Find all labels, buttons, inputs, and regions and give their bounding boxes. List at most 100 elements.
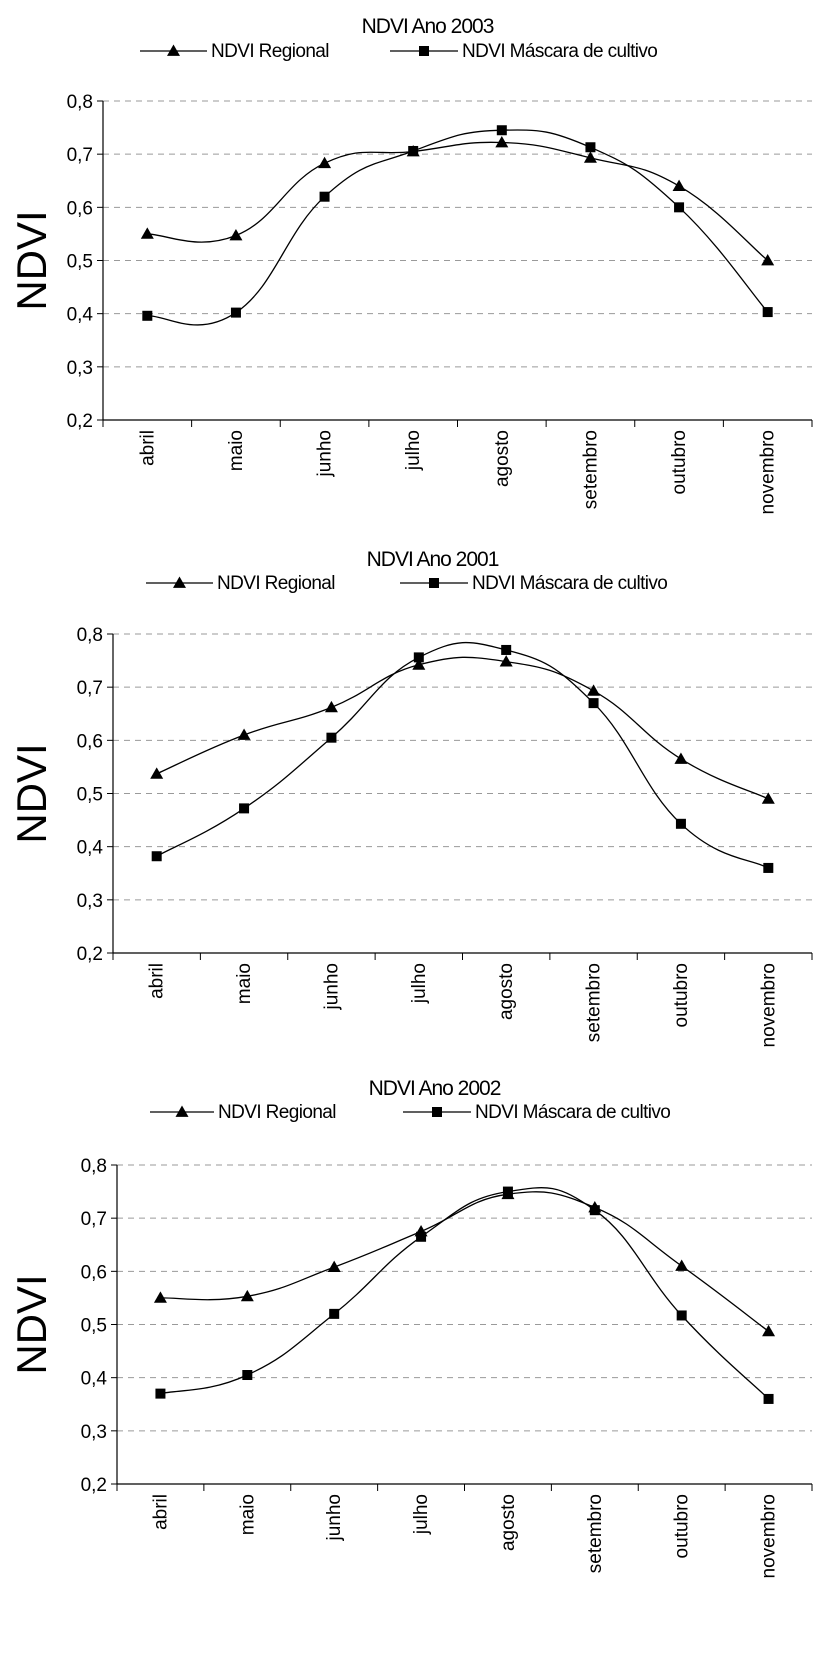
series-line — [160, 1191, 769, 1332]
data-point — [242, 1370, 253, 1381]
series-2 — [142, 125, 773, 326]
y-tick-label: 0,4 — [81, 1369, 108, 1390]
x-tick-label: novembro — [758, 430, 779, 515]
x-tick-label: setembro — [585, 1494, 606, 1573]
legend-marker-square — [432, 1107, 442, 1117]
data-point — [327, 1260, 341, 1272]
chart-title: NDVI Ano 2003 — [362, 15, 494, 38]
data-point — [495, 135, 509, 148]
x-tick-label: agosto — [496, 963, 517, 1020]
data-point — [151, 851, 162, 862]
x-tick-label: abril — [147, 963, 168, 999]
y-tick-label: 0,2 — [81, 1475, 107, 1496]
y-tick-label: 0,4 — [67, 305, 94, 326]
y-tick-label: 0,5 — [77, 785, 103, 806]
y-tick-label: 0,3 — [67, 358, 93, 379]
y-tick-label: 0,3 — [81, 1422, 107, 1443]
data-point — [762, 307, 773, 318]
data-point — [412, 658, 426, 670]
data-point — [762, 1324, 776, 1337]
data-point — [326, 732, 337, 743]
legend-item-2: NDVI Máscara de cultivo — [403, 1102, 671, 1123]
data-point — [140, 227, 154, 239]
y-tick-label: 0,7 — [77, 678, 103, 699]
x-tick-label: maio — [226, 430, 247, 471]
data-point — [583, 151, 597, 163]
data-point — [674, 752, 688, 764]
data-point — [239, 803, 250, 814]
data-point — [763, 1393, 774, 1404]
legend-item-1: NDVI Regional — [146, 573, 335, 594]
data-point — [155, 1388, 166, 1399]
series-1 — [140, 135, 775, 266]
chart-title: NDVI Ano 2001 — [367, 548, 499, 571]
data-point — [237, 728, 251, 740]
legend-label: NDVI Máscara de cultivo — [475, 1102, 670, 1123]
legend-item-2: NDVI Máscara de cultivo — [390, 41, 658, 62]
x-tick-label: abril — [137, 430, 158, 466]
series-line — [160, 1187, 770, 1400]
data-point — [240, 1289, 254, 1302]
legend-marker-square — [429, 578, 439, 588]
y-axis-label: NDVI — [8, 743, 55, 843]
data-point — [416, 1231, 427, 1242]
legend-item-1: NDVI Regional — [150, 1102, 336, 1123]
legend: NDVI Regional NDVI Máscara de cultivo — [140, 41, 658, 62]
y-tick-label: 0,8 — [67, 92, 93, 113]
y-tick-label: 0,2 — [67, 411, 93, 432]
series-line — [147, 129, 769, 326]
legend-label: NDVI Regional — [211, 41, 329, 62]
x-tick-label: julho — [403, 430, 424, 471]
x-tick-label: agosto — [498, 1494, 519, 1551]
x-tick-label: julho — [411, 1494, 432, 1535]
data-point — [676, 1310, 687, 1321]
y-tick-label: 0,5 — [81, 1316, 107, 1337]
data-point — [672, 179, 686, 191]
data-point — [153, 1291, 167, 1303]
series-line — [147, 141, 769, 261]
series-1 — [150, 655, 775, 804]
x-tick-label: setembro — [580, 430, 601, 509]
x-tick-label: maio — [234, 963, 255, 1004]
data-point — [318, 156, 332, 169]
y-tick-label: 0,7 — [67, 145, 93, 166]
x-tick-label: outubro — [672, 1494, 693, 1558]
data-point — [761, 254, 775, 266]
data-point — [674, 202, 685, 213]
data-point — [408, 145, 419, 156]
series-line — [156, 642, 769, 869]
data-point — [501, 644, 512, 655]
series-2 — [151, 642, 774, 873]
x-tick-label: outubro — [669, 430, 690, 494]
x-tick-label: agosto — [492, 430, 513, 487]
legend-label: NDVI Máscara de cultivo — [462, 41, 657, 62]
data-point — [230, 307, 241, 318]
data-point — [589, 1205, 600, 1216]
legend-item-1: NDVI Regional — [140, 41, 329, 62]
data-point — [150, 767, 164, 779]
x-tick-label: abril — [150, 1494, 171, 1530]
legend-marker-triangle — [175, 1105, 189, 1117]
y-tick-label: 0,6 — [81, 1262, 107, 1283]
y-tick-label: 0,2 — [77, 944, 103, 965]
data-point — [675, 818, 686, 829]
legend-marker-square — [419, 46, 429, 56]
x-tick-label: junho — [324, 1494, 345, 1542]
data-point — [675, 1259, 689, 1271]
chart-panel-2: NDVI Ano 2001 NDVI Regional NDVI Máscara d… — [8, 548, 813, 1048]
x-tick-label: setembro — [584, 963, 605, 1042]
data-point — [588, 698, 599, 709]
legend-marker-triangle — [173, 576, 186, 588]
chart-title: NDVI Ano 2002 — [369, 1077, 501, 1100]
legend: NDVI Regional NDVI Máscara de cultivo — [146, 573, 668, 594]
y-tick-label: 0,8 — [81, 1156, 107, 1177]
data-point — [142, 310, 153, 321]
x-tick-label: julho — [409, 963, 430, 1004]
data-point — [763, 862, 774, 873]
y-tick-label: 0,3 — [77, 891, 103, 912]
legend-label: NDVI Máscara de cultivo — [472, 573, 667, 594]
data-point — [413, 652, 424, 663]
data-point — [324, 700, 338, 713]
data-point — [329, 1308, 340, 1319]
